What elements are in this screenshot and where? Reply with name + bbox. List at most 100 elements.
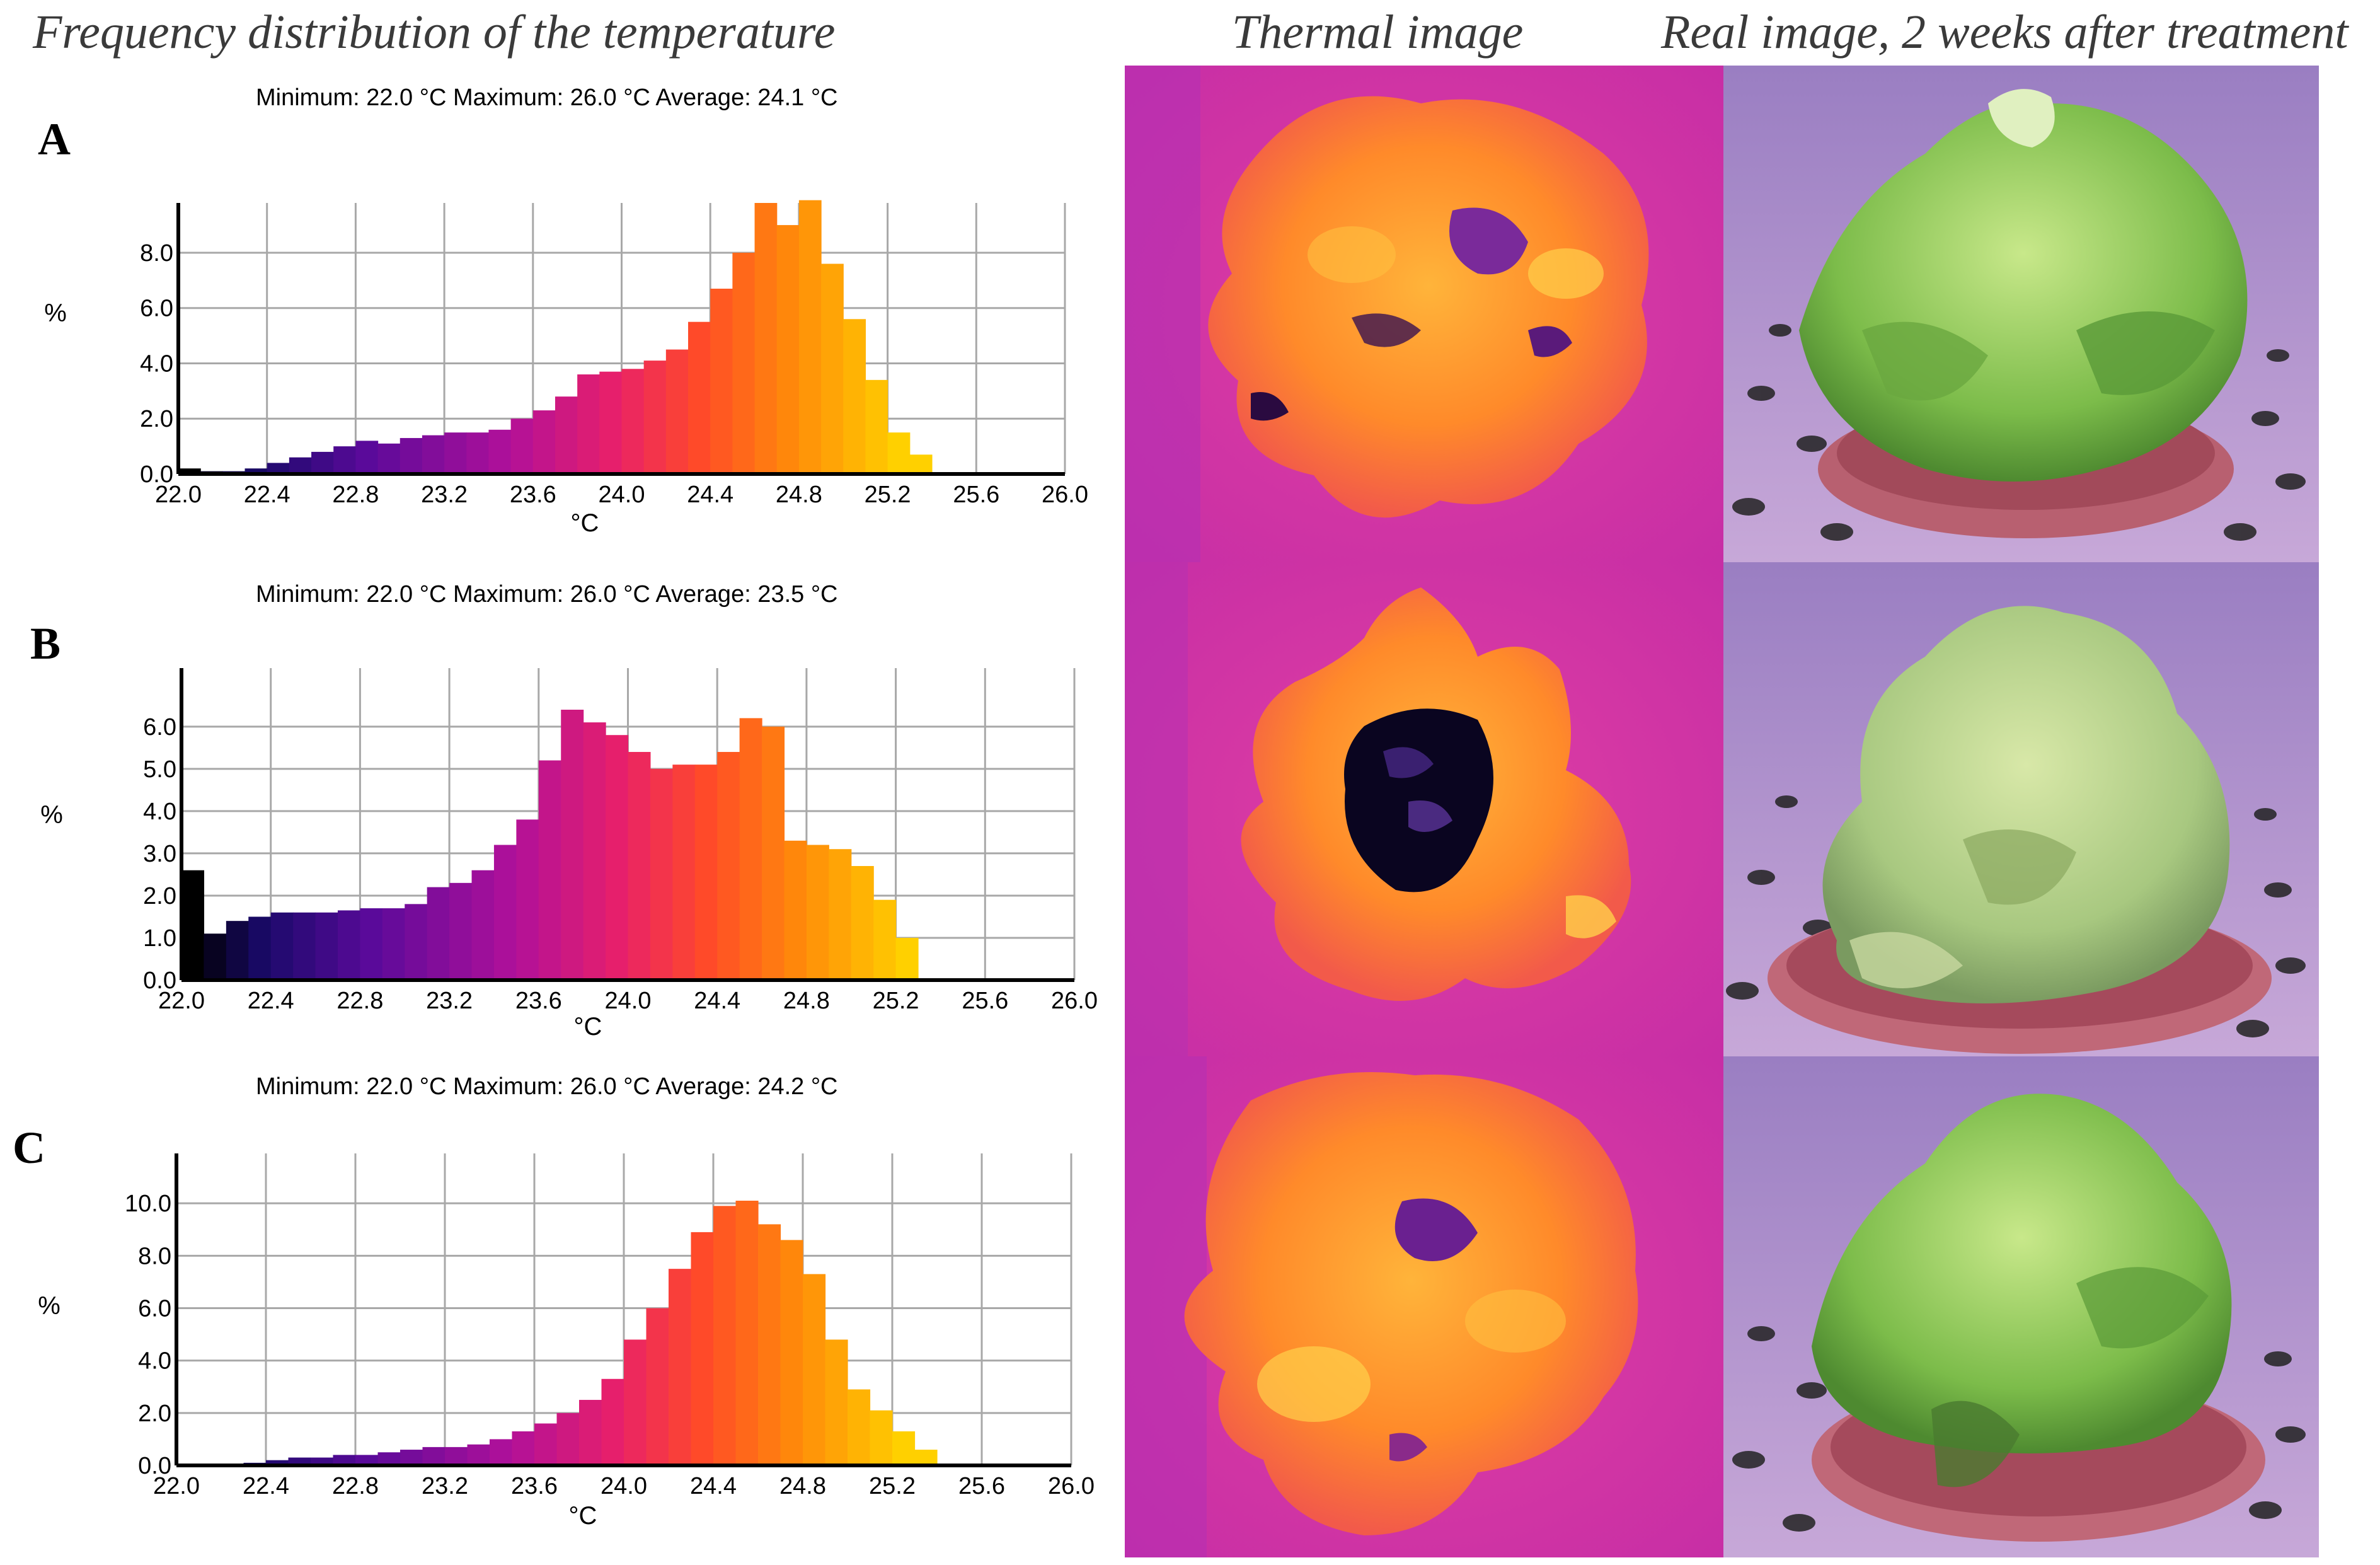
histogram-bar bbox=[266, 1460, 289, 1465]
histogram-bar bbox=[244, 468, 268, 474]
histogram-bar bbox=[873, 899, 897, 980]
x-axis-label: °C bbox=[574, 1013, 602, 1041]
histogram-bar bbox=[865, 379, 888, 474]
x-axis-label: °C bbox=[569, 1502, 597, 1530]
histogram-bar bbox=[909, 454, 933, 474]
histogram-bar bbox=[355, 441, 379, 474]
x-tick-label: 22.4 bbox=[244, 482, 290, 508]
histogram-bar bbox=[717, 752, 740, 980]
histogram-bar bbox=[621, 369, 645, 474]
histogram-bar bbox=[538, 760, 561, 980]
histogram-bar bbox=[754, 203, 778, 474]
y-tick-label: 0.0 bbox=[140, 461, 173, 488]
histogram-c: 22.0 22.4 22.8 23.2 23.6 24.0 24.4 24.8 25.2 25.6… bbox=[38, 1153, 1095, 1530]
y-tick-label: 10.0 bbox=[125, 1191, 171, 1217]
histogram-bar bbox=[735, 1201, 759, 1465]
histogram-column-header: Frequency distribution of the temperatur… bbox=[33, 6, 836, 59]
histogram-bar bbox=[360, 908, 383, 980]
histogram-bar bbox=[739, 718, 762, 980]
histogram-bar bbox=[400, 437, 423, 474]
histogram-bar bbox=[488, 429, 512, 474]
histogram-bar bbox=[377, 443, 401, 474]
histogram-bar bbox=[762, 726, 785, 980]
histogram-bar bbox=[895, 937, 919, 980]
x-tick-label: 22.4 bbox=[243, 1473, 289, 1499]
panel-label-a: A bbox=[38, 114, 71, 165]
x-tick-label: 26.0 bbox=[1051, 988, 1098, 1014]
histogram-a: 22.0 22.4 22.8 23.2 23.6 24.0 24.4 24.8 25.2 25.6… bbox=[44, 200, 1088, 537]
histogram-bar bbox=[601, 1378, 624, 1465]
histogram-bar bbox=[293, 912, 316, 980]
y-tick-label: 2.0 bbox=[143, 883, 176, 910]
histogram-bar bbox=[851, 866, 874, 980]
histogram-bar bbox=[490, 1439, 513, 1465]
x-tick-label: 22.0 bbox=[158, 988, 205, 1014]
y-tick-label: 1.0 bbox=[143, 925, 176, 952]
histogram-bar bbox=[758, 1224, 781, 1465]
histogram-bar bbox=[311, 1457, 334, 1465]
histogram-bar bbox=[555, 396, 578, 474]
histogram-bar bbox=[516, 819, 539, 980]
histogram-bar bbox=[444, 432, 467, 474]
histogram-bar bbox=[643, 361, 667, 474]
y-tick-label: 6.0 bbox=[138, 1295, 171, 1322]
y-tick-label: 4.0 bbox=[138, 1348, 171, 1375]
y-tick-label: 0.0 bbox=[138, 1453, 171, 1479]
x-tick-label: 22.0 bbox=[155, 482, 202, 508]
histogram-bar bbox=[204, 933, 227, 980]
histogram-bar bbox=[665, 349, 689, 474]
x-tick-label: 24.8 bbox=[776, 482, 822, 508]
y-tick-label: 6.0 bbox=[140, 296, 173, 322]
histogram-bar bbox=[445, 1447, 468, 1465]
histogram-bar bbox=[829, 849, 852, 980]
histogram-bar bbox=[248, 916, 272, 980]
histogram-bar bbox=[382, 908, 405, 980]
x-tick-label: 23.6 bbox=[510, 482, 556, 508]
histogram-bar bbox=[784, 840, 807, 980]
x-tick-label: 24.0 bbox=[601, 1473, 647, 1499]
real-image-column-header: Real image, 2 weeks after treatment bbox=[1661, 6, 2348, 59]
histogram-bar bbox=[178, 468, 201, 474]
histogram-bar bbox=[821, 263, 844, 474]
histogram-bar bbox=[333, 446, 356, 474]
x-tick-label: 23.6 bbox=[511, 1473, 558, 1499]
histogram-bar bbox=[694, 765, 718, 980]
x-tick-label: 26.0 bbox=[1042, 482, 1088, 508]
histogram-bar bbox=[577, 374, 600, 474]
histogram-bar bbox=[422, 1447, 446, 1465]
histogram-bar bbox=[803, 1274, 826, 1465]
histogram-bar bbox=[713, 1206, 737, 1465]
histogram-bar bbox=[870, 1410, 893, 1465]
x-tick-label: 24.4 bbox=[687, 482, 733, 508]
x-tick-label: 22.8 bbox=[336, 988, 383, 1014]
y-tick-label: 3.0 bbox=[143, 841, 176, 867]
x-tick-label: 24.4 bbox=[694, 988, 740, 1014]
histogram-bar bbox=[181, 870, 205, 980]
histogram-bar bbox=[843, 319, 866, 474]
histogram-bar bbox=[710, 289, 733, 474]
histogram-bar bbox=[534, 1423, 558, 1465]
thermal-image-c bbox=[1125, 1056, 1723, 1557]
real-photo-c bbox=[1723, 1056, 2319, 1557]
histogram-bar bbox=[510, 419, 534, 474]
x-tick-label: 22.4 bbox=[248, 988, 294, 1014]
y-axis-label: % bbox=[40, 801, 63, 829]
x-tick-label: 25.6 bbox=[962, 988, 1008, 1014]
thermal-image-a bbox=[1125, 66, 1723, 562]
y-axis-label: % bbox=[44, 299, 67, 327]
x-tick-label: 24.4 bbox=[690, 1473, 737, 1499]
histogram-bar bbox=[337, 910, 360, 980]
histogram-bar bbox=[606, 735, 629, 980]
x-tick-label: 23.2 bbox=[426, 988, 473, 1014]
histogram-b: 22.0 22.4 22.8 23.2 23.6 24.0 24.4 24.8 25.2 25.6… bbox=[40, 668, 1098, 1041]
histogram-bar bbox=[532, 410, 556, 474]
x-tick-label: 25.2 bbox=[869, 1473, 916, 1499]
histogram-bar bbox=[355, 1455, 379, 1465]
panel-label-b: B bbox=[30, 618, 61, 669]
histogram-bar bbox=[669, 1269, 692, 1465]
histogram-bar bbox=[556, 1412, 580, 1465]
histogram-bar bbox=[226, 921, 249, 980]
histogram-bar bbox=[449, 882, 473, 980]
histogram-bar bbox=[422, 435, 445, 474]
panel-label-c: C bbox=[13, 1123, 45, 1173]
